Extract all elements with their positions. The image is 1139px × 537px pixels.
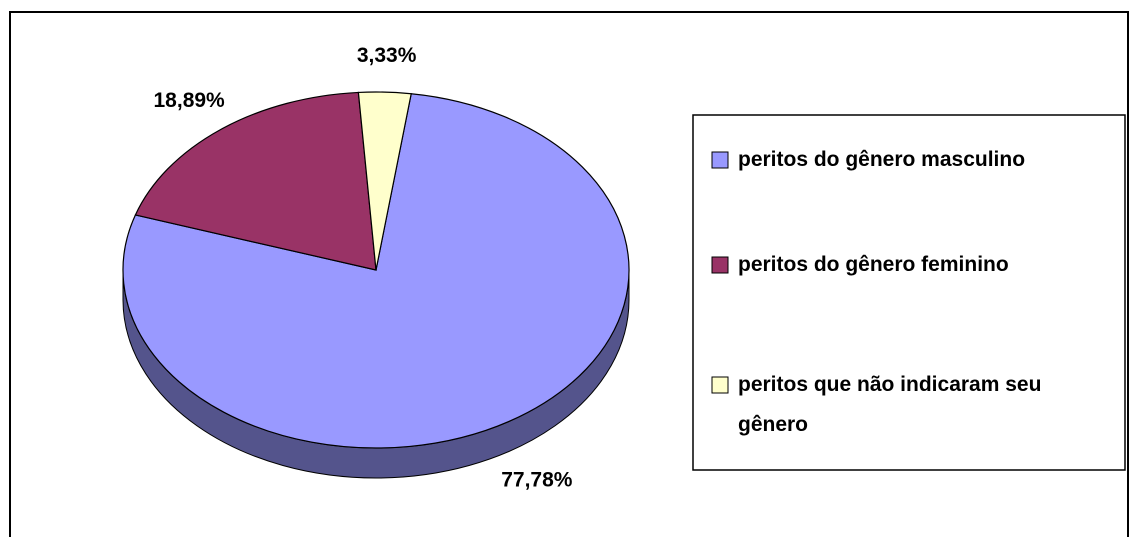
data-label: 77,78% [501, 469, 573, 492]
pie-top [122, 91, 630, 449]
data-label: 18,89% [154, 89, 226, 112]
pie-slice [357, 91, 412, 271]
legend-label: peritos do gênero masculino [738, 148, 1025, 171]
legend-swatch [711, 256, 729, 274]
legend-swatch [711, 151, 729, 169]
legend-label: peritos do gênero feminino [738, 253, 1009, 276]
legend-label: peritos que não indicaram seu gênero [738, 373, 1041, 436]
legend-swatch [711, 376, 729, 394]
pie-slice [122, 93, 630, 449]
pie-slice [134, 91, 377, 271]
data-label: 3,33% [357, 44, 417, 67]
legend-box [692, 114, 1126, 471]
chart-frame [9, 11, 1129, 537]
